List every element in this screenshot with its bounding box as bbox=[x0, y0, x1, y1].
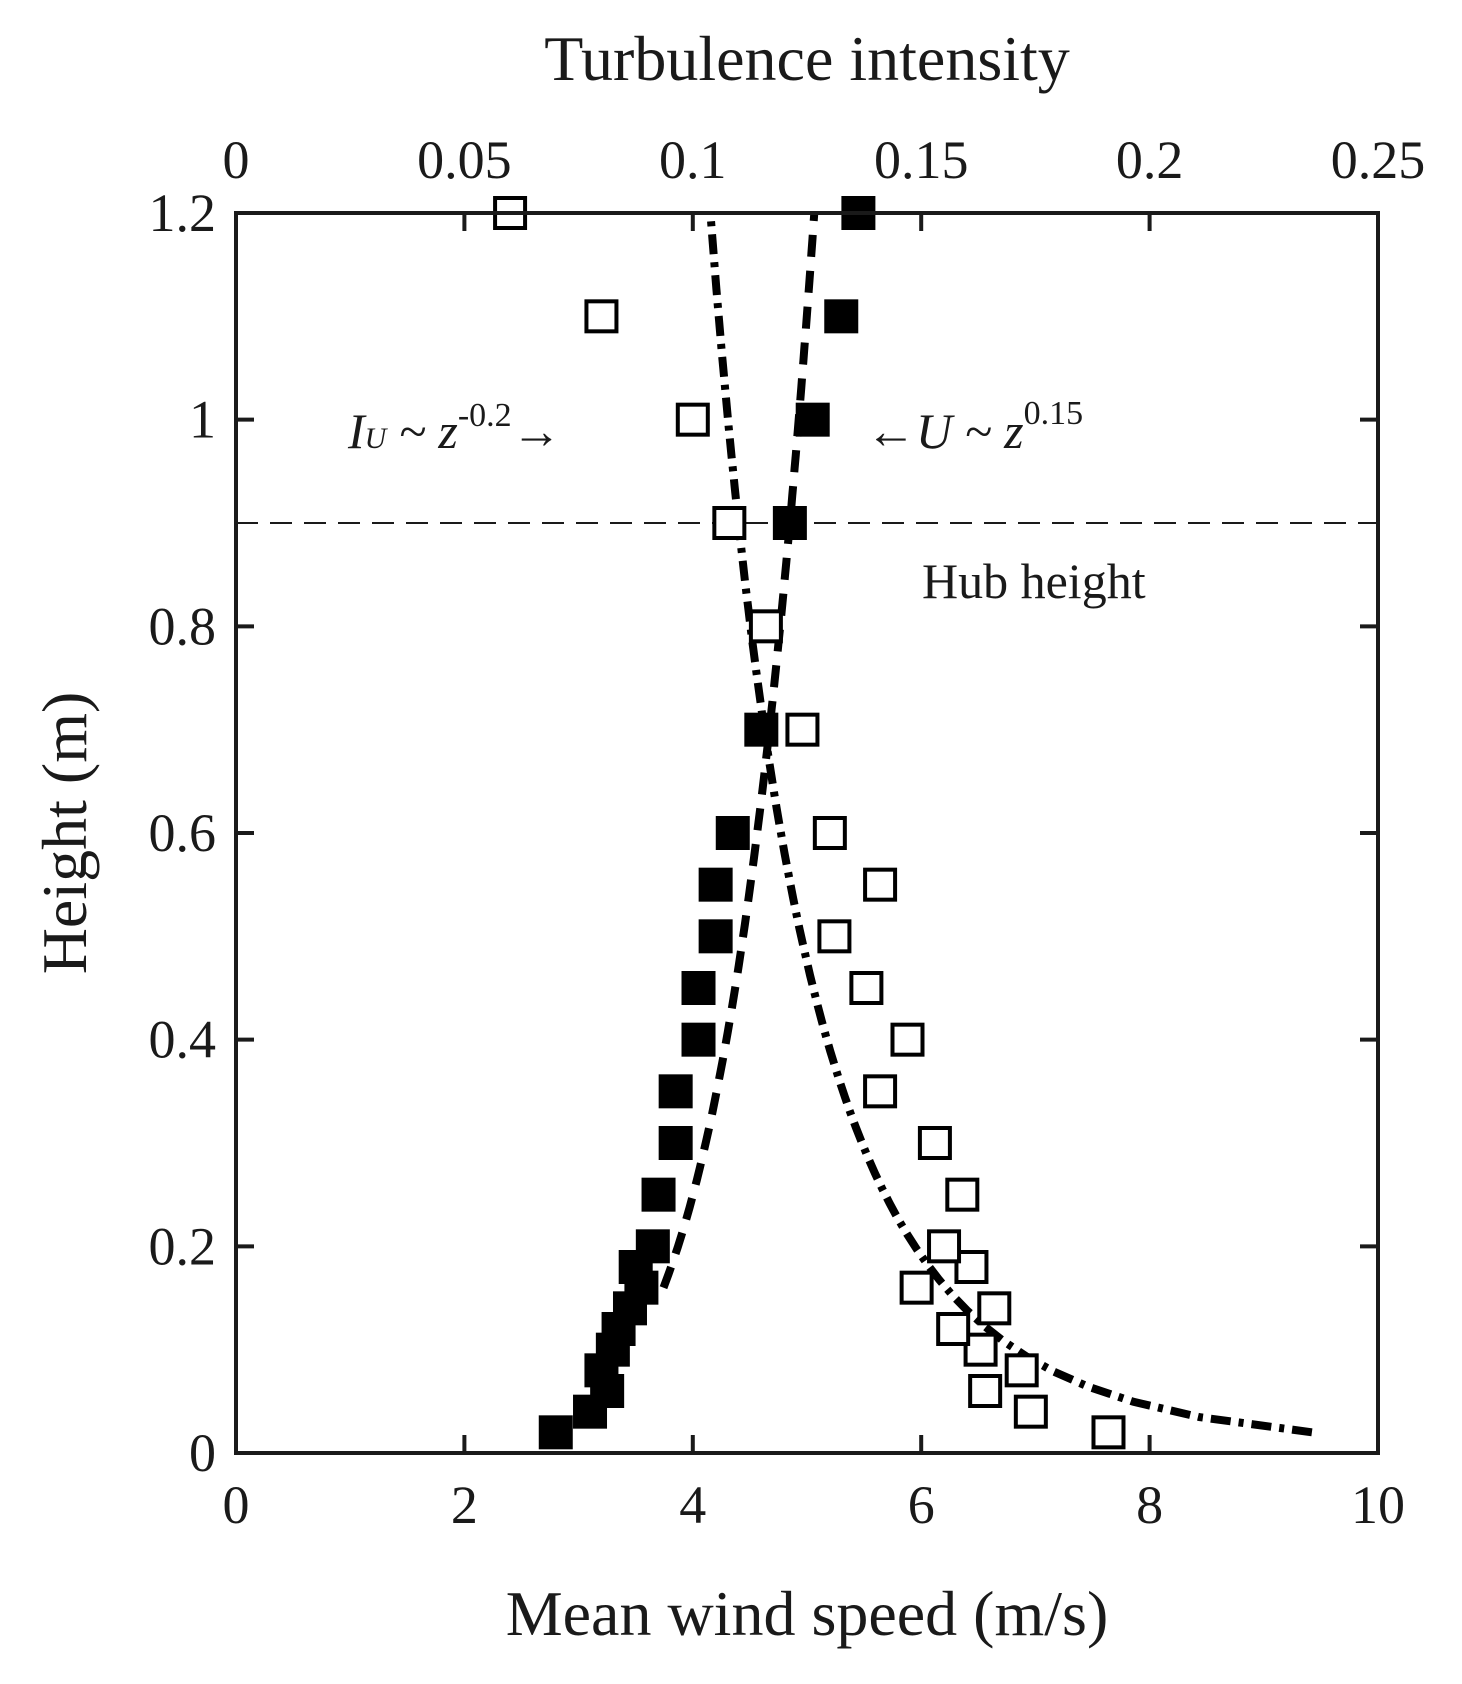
u-annotation-sup: 0.15 bbox=[1024, 395, 1084, 432]
u-annotation: ←U ~ z0.15 bbox=[866, 395, 1083, 459]
wind-speed-point bbox=[538, 1415, 573, 1450]
turbulence-point bbox=[584, 299, 619, 334]
wind-speed-point bbox=[635, 1229, 670, 1264]
plot-frame bbox=[234, 211, 1380, 1455]
x2-tick-label: 0.25 bbox=[1331, 130, 1426, 190]
wind-speed-point bbox=[772, 506, 807, 540]
turbulence-point bbox=[785, 712, 820, 747]
turbulence-point bbox=[863, 867, 898, 902]
turbulence-point bbox=[748, 609, 783, 644]
x-tick-label: 6 bbox=[908, 1475, 935, 1535]
data-markers bbox=[493, 196, 1126, 1450]
wind-speed-point bbox=[698, 867, 733, 902]
x-tick-label: 8 bbox=[1136, 1475, 1163, 1535]
x-tick-label: 2 bbox=[451, 1475, 478, 1535]
y-tick-label: 0.6 bbox=[149, 803, 217, 863]
x2-tick-label: 0.1 bbox=[659, 130, 727, 190]
turbulence-point bbox=[712, 506, 747, 540]
turbulence-point bbox=[1091, 1415, 1126, 1450]
y-tick-label: 0.2 bbox=[149, 1216, 217, 1276]
fit-curve-1 bbox=[659, 212, 819, 1290]
turbulence-point bbox=[968, 1374, 1003, 1408]
iu-annotation-sup: -0.2 bbox=[458, 397, 512, 434]
iu-annotation: IU ~ z-0.2→ bbox=[347, 397, 562, 459]
iu-annotation-sub: U bbox=[365, 422, 389, 455]
turbulence-point bbox=[863, 1074, 898, 1109]
turbulence-point bbox=[899, 1270, 934, 1305]
x-tick-label: 10 bbox=[1351, 1475, 1405, 1535]
wind-speed-point bbox=[744, 712, 779, 747]
turbulence-point bbox=[1013, 1394, 1048, 1429]
wind-speed-point bbox=[681, 971, 716, 1005]
x2-axis-title: Turbulence intensity bbox=[544, 23, 1070, 94]
turbulence-point bbox=[675, 402, 710, 437]
y-tick-label: 0.8 bbox=[149, 596, 217, 656]
wind-speed-point bbox=[715, 816, 750, 850]
x2-tick-label: 0.15 bbox=[874, 130, 969, 190]
y-tick-label: 0 bbox=[189, 1423, 216, 1483]
x2-tick-label: 0.2 bbox=[1116, 130, 1184, 190]
wind-speed-point bbox=[658, 1126, 693, 1160]
x2-tick-label: 0.05 bbox=[417, 130, 512, 190]
wind-speed-point bbox=[641, 1177, 676, 1212]
turbulence-point bbox=[917, 1126, 952, 1160]
x-axis-title: Mean wind speed (m/s) bbox=[506, 1578, 1109, 1649]
wind-speed-point bbox=[658, 1074, 693, 1109]
turbulence-point bbox=[812, 816, 847, 850]
fit-curve-2 bbox=[706, 212, 1313, 1437]
turbulence-point bbox=[817, 919, 852, 954]
fit-curves bbox=[659, 212, 1313, 1437]
wind-speed-point bbox=[795, 402, 830, 437]
wind-speed-point bbox=[681, 1022, 716, 1057]
u-annotation-text: U ~ z bbox=[916, 403, 1024, 459]
y-tick-label: 1.2 bbox=[149, 183, 217, 243]
hub-height-label: Hub height bbox=[922, 553, 1146, 609]
turbulence-point bbox=[927, 1229, 962, 1264]
turbulence-point bbox=[963, 1332, 998, 1367]
turbulence-point bbox=[890, 1022, 925, 1057]
y-tick-label: 0.4 bbox=[149, 1010, 217, 1070]
y-tick-label: 1 bbox=[189, 390, 216, 450]
iu-annotation-op: ~ z bbox=[386, 403, 458, 459]
turbulence-point bbox=[954, 1250, 989, 1284]
x2-tick-label: 0 bbox=[223, 130, 250, 190]
wind-speed-point bbox=[824, 299, 859, 334]
iu-annotation-arrow: → bbox=[512, 403, 562, 459]
wind-speed-point bbox=[698, 919, 733, 954]
turbulence-point bbox=[849, 971, 884, 1005]
turbulence-point bbox=[945, 1177, 980, 1212]
turbulence-point bbox=[936, 1312, 971, 1346]
u-annotation-arrow: ← bbox=[866, 403, 916, 459]
y-axis-title: Height (m) bbox=[29, 692, 100, 975]
turbulence-point bbox=[1004, 1353, 1039, 1388]
x-tick-label: 4 bbox=[679, 1475, 706, 1535]
axis-ticks: 0 2 4 6 8 10 0 0.05 0.1 0.15 0.2 0.25 0 0.2 0.4 0.6 0.8 1… bbox=[149, 130, 1426, 1535]
iu-annotation-base: I bbox=[347, 403, 367, 459]
turbulence-point bbox=[977, 1291, 1012, 1326]
x-tick-label: 0 bbox=[223, 1475, 250, 1535]
